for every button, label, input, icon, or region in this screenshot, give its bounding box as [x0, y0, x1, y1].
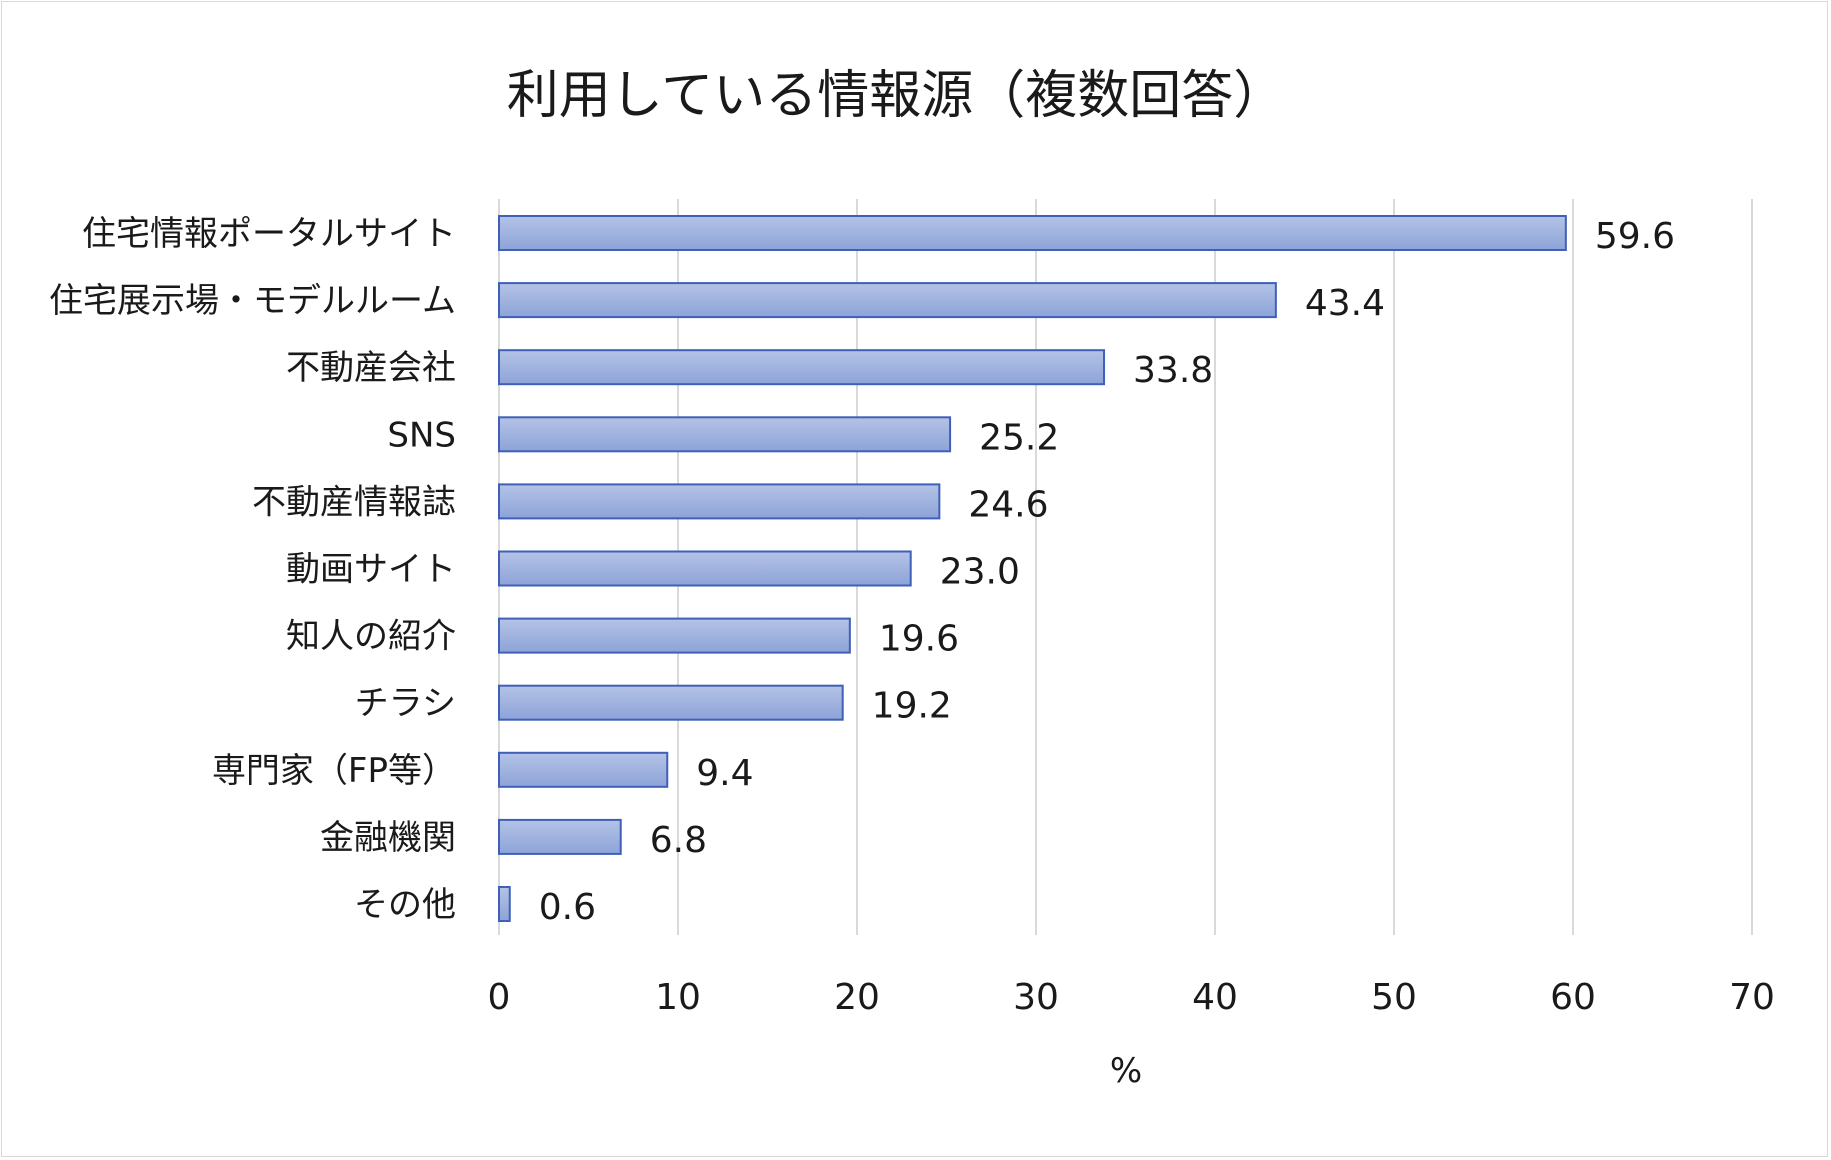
bar	[498, 416, 952, 453]
x-tick-labels: 0 10 20 30 40 50 60 70	[488, 977, 1775, 1018]
bar	[498, 751, 669, 788]
data-label: 25.2	[979, 417, 1059, 458]
bar	[498, 215, 1567, 251]
category-label: 専門家（FP等）	[212, 751, 456, 791]
x-axis-title: %	[1110, 1051, 1142, 1091]
data-label: 43.4	[1305, 283, 1385, 324]
category-label: 不動産情報誌	[252, 482, 456, 522]
category-label: 金融機関	[320, 818, 456, 858]
data-label: 9.4	[696, 753, 753, 794]
chart-title: 利用している情報源（複数回答）	[507, 66, 1285, 126]
data-label: 23.0	[940, 552, 1020, 593]
bars	[498, 215, 1567, 922]
data-label: 0.6	[539, 887, 596, 928]
bar	[498, 349, 1106, 386]
category-label: 住宅展示場・モデルルーム	[49, 281, 456, 321]
bar	[498, 886, 511, 922]
bar	[498, 550, 912, 587]
value-labels: 59.6 43.4 33.8 25.2 24.6 23.0 19.6 19.2 9.4 6.8 0.…	[539, 216, 1675, 928]
data-label: 19.6	[879, 619, 959, 660]
x-tick-label: 60	[1550, 977, 1596, 1018]
data-label: 6.8	[650, 820, 707, 861]
x-tick-label: 70	[1729, 977, 1775, 1018]
x-tick-label: 40	[1192, 977, 1238, 1018]
data-label: 24.6	[968, 484, 1048, 525]
category-label: 住宅情報ポータルサイト	[82, 214, 456, 254]
x-tick-label: 10	[655, 977, 701, 1018]
x-tick-label: 30	[1013, 977, 1059, 1018]
data-label: 33.8	[1133, 350, 1213, 391]
data-label: 59.6	[1595, 216, 1675, 257]
data-label: 19.2	[872, 686, 952, 727]
bar	[498, 818, 622, 855]
x-tick-label: 20	[834, 977, 880, 1018]
x-tick-label: 0	[488, 977, 511, 1018]
bar	[498, 617, 851, 654]
category-label: 不動産会社	[286, 348, 456, 388]
grid-lines	[498, 199, 1753, 935]
category-label: チラシ	[355, 684, 456, 724]
bar	[498, 282, 1277, 319]
bar	[498, 684, 844, 721]
category-label: その他	[354, 885, 456, 925]
bar	[498, 483, 941, 520]
category-label: 知人の紹介	[286, 617, 456, 657]
category-label: 動画サイト	[286, 550, 456, 590]
x-tick-label: 50	[1371, 977, 1417, 1018]
category-label: SNS	[387, 415, 456, 455]
